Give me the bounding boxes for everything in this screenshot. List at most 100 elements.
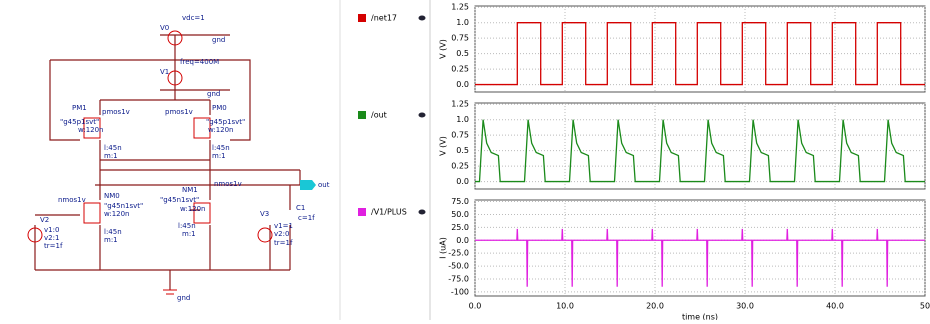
source-symbol	[167, 70, 183, 86]
y-tick-label: 25.0	[451, 223, 469, 232]
pmos-symbol	[193, 117, 211, 139]
x-tick-label: 50	[920, 302, 930, 311]
wire	[34, 34, 301, 290]
schematic-label: w:120n	[180, 205, 206, 213]
schematic-label: freq=400M	[180, 58, 219, 66]
schematic-label: V3	[260, 210, 269, 218]
schematic-label: NM1	[182, 186, 198, 194]
y-axis-title: V (V)	[439, 136, 448, 156]
schematic-label: w:120n	[78, 126, 104, 134]
schematic-label: V2	[40, 216, 49, 224]
nmos-symbol	[193, 202, 211, 224]
y-tick-label: -25.0	[448, 249, 469, 258]
source-symbol	[27, 227, 43, 243]
nmos-symbol	[83, 202, 101, 224]
legend-swatch	[358, 208, 366, 216]
y-tick-label: -75.0	[448, 274, 469, 283]
y-tick-label: 0.0	[456, 80, 469, 89]
y-tick-label: 0.5	[456, 146, 469, 155]
pmos-symbol	[83, 117, 101, 139]
schematic-label: tr=1f	[44, 242, 63, 250]
y-axis-title: I (uA)	[439, 237, 448, 259]
schematic-label: nmos1v	[214, 180, 242, 188]
schematic-label: "g45p1svt"	[60, 118, 99, 126]
schematic-label: m:1	[104, 152, 118, 160]
schematic-label: gnd	[207, 90, 220, 98]
x-tick-label: 0.0	[469, 302, 482, 311]
schematic-label: w:120n	[208, 126, 234, 134]
x-axis-title: time (ns)	[682, 313, 718, 321]
x-tick-label: 30.0	[736, 302, 754, 311]
schematic-label: pmos1v	[165, 108, 193, 116]
visibility-eye[interactable]	[418, 209, 426, 215]
waveform	[475, 228, 925, 287]
schematic-label: PM0	[212, 104, 227, 112]
legend-label: /V1/PLUS	[371, 208, 407, 217]
schematic-label: nmos1v	[58, 196, 86, 204]
y-tick-label: -100	[451, 287, 469, 296]
y-tick-label: 0.0	[456, 177, 469, 186]
y-tick-label: 0.75	[451, 131, 469, 140]
schematic-label: gnd	[177, 294, 190, 302]
source-symbol	[167, 30, 183, 46]
schematic-label: m:1	[104, 236, 118, 244]
schematic-label: out	[318, 181, 330, 189]
schematic-label: v2:0	[274, 230, 289, 238]
schematic-label: w:120n	[104, 210, 130, 218]
plot-area	[474, 102, 926, 190]
schematic-label: V0	[160, 24, 169, 32]
x-tick-label: 10.0	[556, 302, 574, 311]
schematic-label: l:45n	[104, 228, 122, 236]
schematic-label: "g45p1svt"	[206, 118, 245, 126]
waveform	[475, 22, 925, 86]
schematic-label: vdc=1	[182, 14, 205, 22]
x-tick-label: 20.0	[646, 302, 664, 311]
y-axis-title: V (V)	[439, 39, 448, 59]
schematic-label: pmos1v	[102, 108, 130, 116]
y-tick-label: 0.75	[451, 34, 469, 43]
schematic-label: m:1	[212, 152, 226, 160]
schematic-label: l:45n	[178, 222, 196, 230]
y-tick-label: 1.25	[451, 3, 469, 12]
schematic-label: v1=1	[274, 222, 293, 230]
visibility-eye[interactable]	[418, 112, 426, 118]
y-tick-label: 1.0	[456, 18, 469, 27]
source-symbol	[257, 227, 273, 243]
y-tick-label: 50.0	[451, 210, 469, 219]
schematic-label: l:45n	[212, 144, 230, 152]
schematic-label: v2:1	[44, 234, 59, 242]
ground-symbol	[163, 289, 177, 295]
plot-area	[474, 5, 926, 93]
schematic-label: PM1	[72, 104, 87, 112]
schematic-label: NM0	[104, 192, 120, 200]
out-pin	[300, 180, 316, 190]
y-tick-label: 0.5	[456, 49, 469, 58]
schematic-label: gnd	[212, 36, 225, 44]
schematic-label: "g45n1svt"	[104, 202, 143, 210]
waveform	[475, 119, 925, 183]
y-tick-label: 1.0	[456, 115, 469, 124]
schematic-label: m:1	[182, 230, 196, 238]
visibility-eye[interactable]	[418, 15, 426, 21]
schematic-label: "g45n1svt"	[160, 196, 199, 204]
y-tick-label: 75.0	[451, 197, 469, 206]
schematic-label: tr=1f	[274, 239, 293, 247]
schematic-label: l:45n	[104, 144, 122, 152]
legend-swatch	[358, 111, 366, 119]
x-tick-label: 40.0	[826, 302, 844, 311]
legend-label: /net17	[371, 14, 397, 23]
legend-swatch	[358, 14, 366, 22]
y-tick-label: 0.25	[451, 162, 469, 171]
waveform-viewer: 0.0 0.25 0.5 0.75 1.0 1.25 V (V) /net17 0.0 0.25 0…	[358, 3, 930, 322]
y-tick-label: 0.25	[451, 65, 469, 74]
plot-area	[474, 199, 926, 297]
y-tick-label: -50.0	[448, 262, 469, 271]
y-tick-label: 1.25	[451, 100, 469, 109]
schematic-label: V1	[160, 68, 169, 76]
schematic-label: C1	[296, 204, 305, 212]
schematic-label: v1:0	[44, 226, 59, 234]
